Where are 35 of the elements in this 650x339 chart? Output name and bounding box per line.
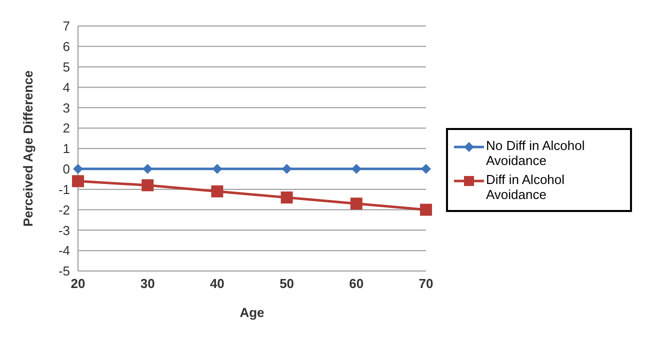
x-axis-title: Age	[240, 305, 264, 320]
y-tick-label: 4	[62, 80, 70, 95]
point	[350, 198, 362, 210]
x-tick-label: 40	[210, 276, 224, 292]
y-tick-label: 3	[62, 100, 70, 116]
point	[421, 164, 431, 174]
y-tick-label: 5	[62, 59, 70, 74]
y-tick-label: -3	[58, 222, 70, 238]
point	[282, 164, 292, 174]
point	[420, 204, 432, 216]
y-tick-label: -5	[58, 264, 70, 279]
x-tick-label: 20	[70, 276, 86, 292]
y-tick-label: 0	[62, 162, 70, 177]
point	[351, 164, 362, 174]
y-tick-label: 6	[62, 39, 70, 54]
y-tick-label: -4	[58, 243, 70, 258]
y-tick-label: 2	[62, 120, 70, 136]
point	[212, 164, 222, 174]
y-axis-title: Perceived Age Difference	[20, 70, 36, 227]
x-tick-label: 70	[418, 276, 434, 292]
legend-label: Diff in Alcohol Avoidance	[486, 172, 566, 202]
legend-label: No Diff in Alcohol Avoidance	[486, 138, 586, 168]
point	[280, 192, 293, 204]
point	[142, 164, 153, 174]
y-tick-label: -2	[58, 202, 70, 218]
point	[142, 179, 154, 192]
x-tick-label: 30	[140, 276, 155, 292]
point	[73, 164, 83, 174]
point	[72, 175, 84, 188]
y-tick-label: 7	[62, 18, 70, 34]
x-tick-label: 60	[349, 276, 364, 292]
x-tick-label: 50	[280, 276, 294, 292]
point	[211, 185, 224, 198]
y-tick-label: -1	[58, 182, 70, 197]
y-tick-label: 1	[62, 141, 70, 156]
